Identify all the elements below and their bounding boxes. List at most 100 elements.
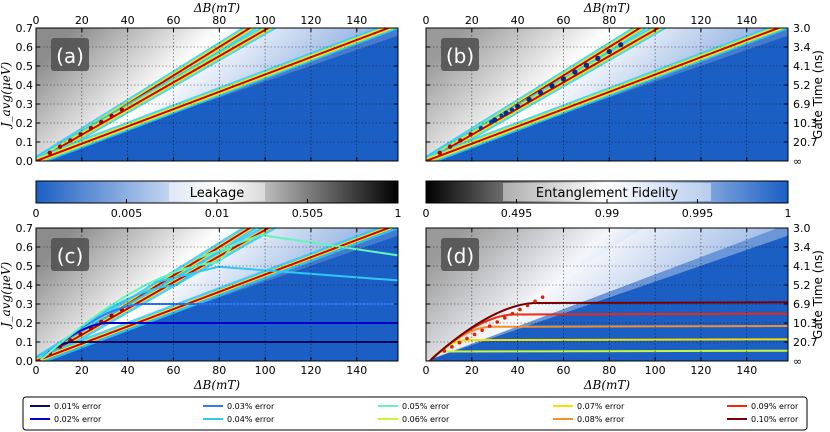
legend-item: 0.06% error <box>378 415 450 424</box>
x-tick-label: 20 <box>75 364 89 377</box>
colorbar-tick-label: 0.99 <box>595 207 620 220</box>
y-tick-label: 0.5 <box>16 60 34 73</box>
x-tick-label: 40 <box>511 14 525 27</box>
legend-item: 0.02% error <box>30 415 102 424</box>
legend-label: 0.03% error <box>227 402 275 411</box>
gate-time-tick-label: 5.2 <box>793 79 811 92</box>
legend-label: 0.01% error <box>54 402 102 411</box>
x-tick-label: 140 <box>346 364 367 377</box>
y-tick-label: 0.0 <box>16 155 34 168</box>
plot-frame <box>35 27 399 162</box>
legend-label: 0.05% error <box>402 402 450 411</box>
legend-label: 0.04% error <box>227 415 275 424</box>
x-tick-label: 40 <box>121 364 135 377</box>
plot-area <box>426 28 788 161</box>
gate-time-tick-label: 10.3 <box>793 117 818 130</box>
light-region <box>36 228 398 361</box>
resonance-dot <box>478 125 484 131</box>
x-tick-label: 120 <box>300 364 321 377</box>
x-tick-label: 20 <box>75 14 89 27</box>
x-tick-label: 80 <box>602 364 616 377</box>
x-tick-label: 60 <box>166 14 180 27</box>
gate-time-tick-label: ∞ <box>793 155 802 168</box>
colorbar-tick-label: 0 <box>423 207 430 220</box>
x-tick-label: 140 <box>736 14 757 27</box>
y-tick-label: 0.4 <box>16 79 34 92</box>
resonance-dot <box>458 138 463 143</box>
colorbar-tick-label: 0.995 <box>682 207 714 220</box>
gate-time-tick-label: 10.3 <box>793 317 818 330</box>
x-tick-label: 60 <box>166 364 180 377</box>
x-tick-label: 120 <box>690 364 711 377</box>
grid <box>36 228 398 361</box>
panel-c: (c) 0 20 40 60 80 100 120 140 ΔB(mT) 0.0 0.1 0.2 0.3 0… <box>0 222 399 392</box>
colorbar-label-bg <box>169 183 265 201</box>
x-tick-label: 80 <box>212 14 226 27</box>
gate-time-axis-label: Gate Time (ns) <box>811 250 825 339</box>
gate-time-tick-label: 3.0 <box>793 22 811 35</box>
x-tick-label: 100 <box>255 364 276 377</box>
colorbar-tick-label: 1 <box>785 207 792 220</box>
x-tick-label: 80 <box>212 364 226 377</box>
resonance-dot <box>68 138 73 143</box>
x-tick-label: 0 <box>423 14 430 27</box>
resonance-dot <box>78 332 83 337</box>
x-tick-label: 120 <box>300 14 321 27</box>
light-region <box>426 28 788 161</box>
plot-area <box>36 28 398 161</box>
resonance-dot <box>518 307 522 312</box>
resonance-dot <box>533 299 537 304</box>
plot-frame <box>425 27 789 162</box>
resonance-dot <box>595 55 601 62</box>
gate-time-tick-label: 20.7 <box>793 136 818 149</box>
colorbar-tick-label: 0 <box>33 207 40 220</box>
panel-label: (c) <box>57 244 84 268</box>
grid <box>426 228 788 361</box>
y-tick-label: 0.7 <box>16 22 34 35</box>
x-axis-label: ΔB(mT) <box>193 1 241 15</box>
resonance-dot <box>509 107 515 112</box>
resonance-dot <box>57 144 63 149</box>
x-tick-label: 0 <box>423 364 430 377</box>
colorbar-label: Leakage <box>190 186 245 201</box>
legend: 0.01% error 0.02% error 0.03% error 0.04% e… <box>22 396 808 431</box>
x-tick-label: 140 <box>736 364 757 377</box>
legend-item: 0.04% error <box>203 415 275 424</box>
resonance-dot <box>437 150 442 155</box>
contour-0-10 <box>429 301 788 361</box>
resonance-dot <box>450 345 454 349</box>
legend-item: 0.03% error <box>203 402 275 411</box>
gate-time-tick-label: 6.9 <box>793 298 811 311</box>
x-tick-label: 60 <box>556 14 570 27</box>
gate-time-tick-label: ∞ <box>793 355 802 368</box>
resonance-dot <box>537 90 544 96</box>
colorbar-tick-label: 0.505 <box>292 207 324 220</box>
resonance-dot <box>510 311 515 316</box>
resonance-dot <box>468 132 473 137</box>
gate-time-tick-label: 4.1 <box>793 60 811 73</box>
legend-item: 0.10% error <box>727 415 799 424</box>
x-tick-label: 40 <box>511 364 525 377</box>
grid <box>426 28 788 161</box>
legend-item: 0.09% error <box>727 402 799 411</box>
resonance-dot <box>499 113 504 119</box>
resonance-dot <box>618 42 624 48</box>
resonance-dot <box>109 313 114 319</box>
y-tick-label: 0.2 <box>16 117 34 130</box>
ridge-2 <box>426 28 667 161</box>
y-axis-label: J_avg(μeV) <box>0 262 13 331</box>
x-tick-label: 80 <box>602 14 616 27</box>
resonance-dot <box>606 48 612 55</box>
panel-a: (a) 0 20 40 60 80 100 120 140 ΔB(mT) 0.0 0.1 0.2 0.3 0… <box>0 1 399 168</box>
resonance-dot <box>503 316 507 320</box>
plot-frame <box>425 227 789 362</box>
legend-item: 0.07% error <box>553 402 625 411</box>
resonance-dot <box>99 119 104 125</box>
x-tick-label: 140 <box>346 14 367 27</box>
resonance-dot <box>78 132 83 137</box>
y-tick-label: 0.3 <box>16 98 34 111</box>
legend-item: 0.08% error <box>553 415 625 424</box>
colorbar-tick-label: 1 <box>395 207 402 220</box>
ridge-2 <box>36 28 277 161</box>
resonance-dot <box>492 117 498 123</box>
